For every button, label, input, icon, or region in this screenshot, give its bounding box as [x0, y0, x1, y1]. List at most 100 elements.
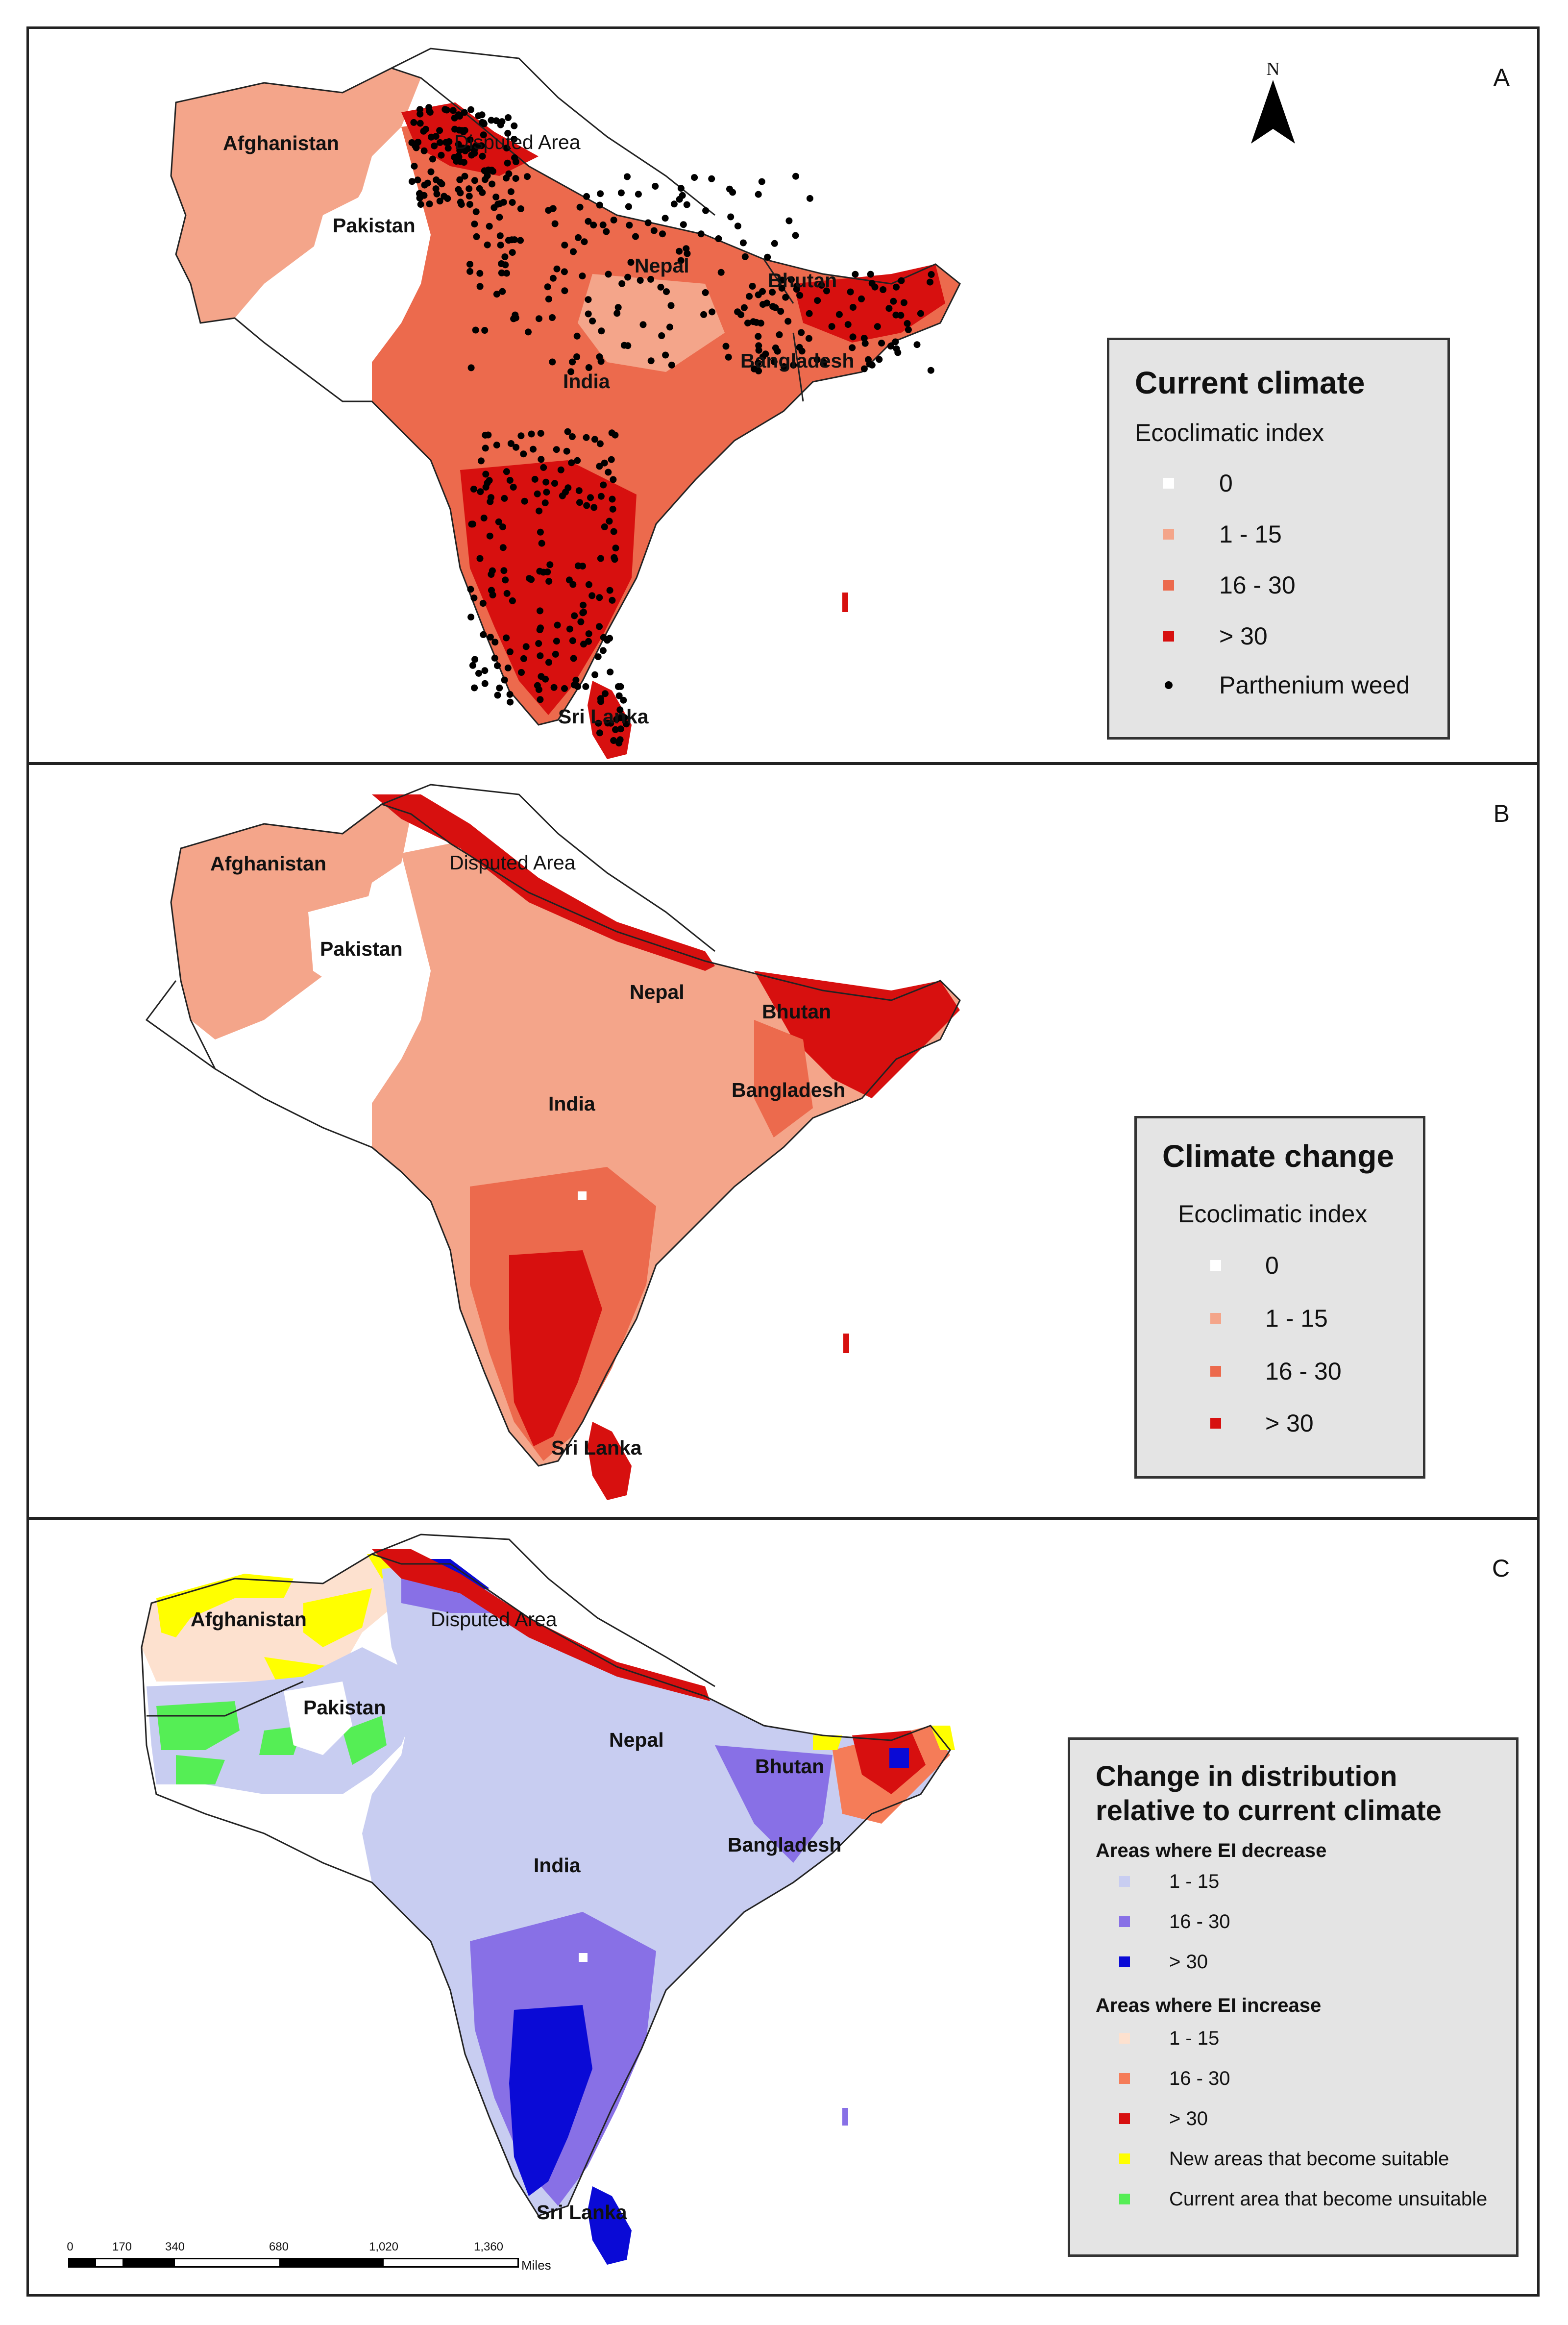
legend-climate-change: Climate change Ecoclimatic index 0 1 - 1… — [1134, 1116, 1425, 1479]
parthenium-point — [626, 222, 633, 229]
region-afghanistan-increase — [142, 1554, 401, 1682]
parthenium-point — [476, 185, 483, 192]
parthenium-point — [700, 311, 708, 318]
parthenium-point — [455, 141, 462, 148]
parthenium-point — [604, 719, 612, 727]
legend-group-decrease: Areas where EI decrease — [1096, 1840, 1327, 1861]
parthenium-point — [507, 188, 514, 196]
label-afghanistan: Afghanistan — [210, 852, 326, 875]
parthenium-point — [596, 463, 603, 470]
parthenium-point — [507, 440, 514, 447]
parthenium-point — [796, 292, 804, 299]
region-decrease-northeast — [889, 1748, 909, 1768]
parthenium-point — [574, 457, 581, 464]
parthenium-point — [554, 621, 561, 629]
parthenium-point — [798, 347, 806, 355]
parthenium-point — [662, 215, 669, 222]
parthenium-point — [780, 363, 787, 370]
parthenium-point — [575, 234, 582, 241]
parthenium-point — [517, 205, 524, 212]
parthenium-point — [913, 341, 921, 348]
parthenium-point — [580, 601, 587, 609]
parthenium-point — [426, 200, 433, 208]
region-low-plateau — [578, 274, 725, 372]
north-arrow-icon — [1251, 80, 1295, 144]
parthenium-point — [867, 271, 874, 278]
legend-item: 0 — [1163, 469, 1233, 498]
region-zero-cell — [579, 1953, 588, 1962]
parthenium-point — [616, 706, 624, 714]
region-pakistan-white — [284, 1682, 352, 1755]
parthenium-point — [814, 297, 821, 304]
parthenium-point — [471, 221, 478, 228]
parthenium-point — [652, 183, 659, 190]
parthenium-point — [820, 361, 827, 368]
parthenium-point — [545, 659, 552, 666]
parthenium-point — [905, 326, 912, 333]
parthenium-point — [878, 340, 885, 347]
parthenium-point — [612, 431, 619, 439]
region-india-decrease — [362, 1564, 950, 2216]
parthenium-point — [489, 180, 496, 188]
parthenium-point — [563, 447, 570, 455]
parthenium-point — [469, 520, 476, 528]
parthenium-point — [617, 725, 624, 733]
parthenium-point — [498, 269, 505, 276]
legend-label: > 30 — [1169, 1951, 1208, 1973]
parthenium-point — [481, 327, 489, 334]
parthenium-point — [769, 303, 777, 310]
legend-title: Current climate — [1135, 365, 1365, 400]
parthenium-point — [492, 117, 500, 124]
parthenium-point — [609, 596, 616, 604]
parthenium-point — [477, 457, 485, 465]
parthenium-point — [624, 342, 632, 349]
region-afghanistan — [171, 804, 411, 1039]
parthenium-point — [708, 175, 715, 182]
parthenium-point — [443, 106, 450, 114]
parthenium-point — [576, 499, 583, 506]
panel-a-current-climate: Afghanistan Disputed Area Pakistan Nepal… — [26, 26, 1540, 765]
parthenium-point — [605, 271, 612, 278]
parthenium-point — [487, 634, 494, 641]
parthenium-point — [601, 690, 609, 697]
parthenium-point — [806, 195, 813, 202]
parthenium-point — [579, 609, 587, 617]
label-india: India — [534, 1854, 581, 1877]
parthenium-point — [496, 684, 503, 692]
parthenium-point — [511, 136, 518, 143]
parthenium-point — [492, 194, 500, 200]
scale-bar: 0 170 340 680 1,020 1,360 Miles — [67, 2240, 551, 2275]
parthenium-point — [408, 178, 416, 185]
legend-item: 1 - 15 — [1119, 2026, 1219, 2051]
parthenium-point — [585, 310, 592, 318]
parthenium-point — [480, 515, 488, 521]
parthenium-point — [551, 480, 558, 487]
parthenium-point — [782, 294, 789, 301]
parthenium-point — [484, 172, 491, 179]
parthenium-point — [852, 271, 859, 278]
parthenium-point — [503, 590, 511, 597]
parthenium-point — [591, 671, 599, 678]
parthenium-point — [460, 128, 467, 136]
legend-label: > 30 — [1265, 1410, 1314, 1437]
parthenium-point — [582, 683, 589, 690]
parthenium-point — [433, 190, 441, 198]
parthenium-point — [632, 233, 639, 240]
parthenium-point — [506, 691, 514, 698]
scale-tick: 0 — [67, 2240, 74, 2253]
parthenium-point — [715, 235, 722, 242]
label-bhutan: Bhutan — [768, 269, 837, 292]
legend-label: 1 - 15 — [1219, 520, 1282, 548]
parthenium-point — [551, 220, 559, 227]
parthenium-point — [536, 507, 543, 515]
parthenium-point — [568, 459, 575, 467]
parthenium-point — [697, 230, 705, 238]
parthenium-point — [538, 456, 545, 463]
parthenium-point — [880, 286, 887, 293]
scale-tick: 1,360 — [473, 2240, 504, 2253]
parthenium-point — [749, 283, 756, 290]
parthenium-point — [545, 578, 553, 585]
parthenium-point — [805, 335, 812, 342]
parthenium-point — [537, 528, 544, 536]
parthenium-point — [504, 129, 512, 137]
